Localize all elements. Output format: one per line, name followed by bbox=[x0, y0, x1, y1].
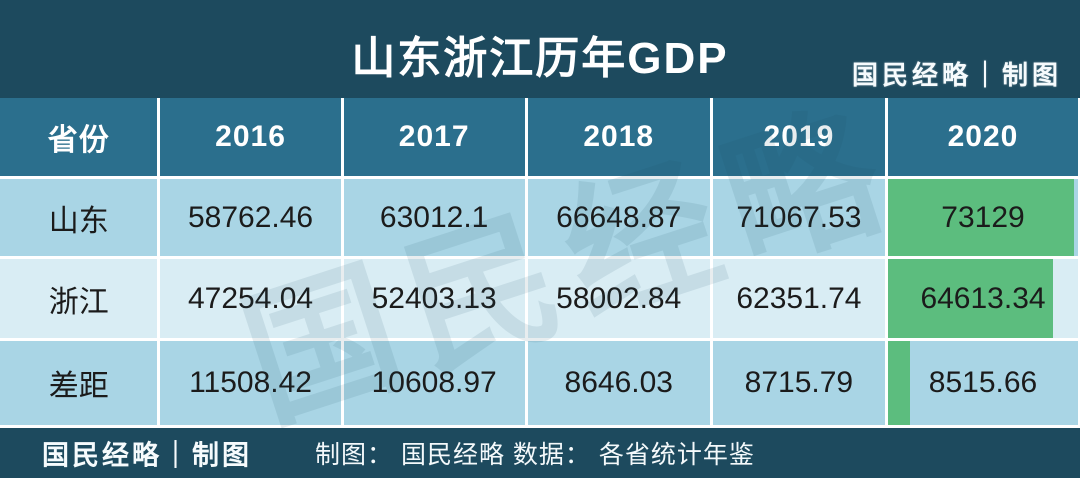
table-cell: 11508.42 bbox=[160, 341, 341, 425]
gdp-table: 省份 2016 2017 2018 2019 2020 山东 58762.46 … bbox=[0, 98, 1078, 425]
footer-bar: 国民经略｜制图 制图： 国民经略 数据： 各省统计年鉴 bbox=[0, 428, 1080, 478]
table-cell: 58762.46 bbox=[160, 179, 341, 256]
column-header-2017: 2017 bbox=[343, 98, 525, 176]
table-cell: 8646.03 bbox=[527, 341, 710, 425]
column-header-province: 省份 bbox=[0, 98, 158, 176]
table-cell: 8715.79 bbox=[712, 341, 886, 425]
cell-value: 8515.66 bbox=[928, 366, 1038, 399]
column-header-2016: 2016 bbox=[160, 98, 341, 176]
row-label-shandong: 山东 bbox=[0, 179, 158, 256]
green-databar bbox=[888, 259, 1053, 338]
column-header-2020: 2020 bbox=[888, 98, 1078, 176]
cell-value: 64613.34 bbox=[920, 281, 1046, 315]
table-cell: 71067.53 bbox=[712, 179, 886, 256]
table-cell-2020-gap: 8515.66 bbox=[888, 341, 1078, 425]
table-cell: 52403.13 bbox=[343, 259, 525, 338]
green-databar bbox=[888, 341, 910, 425]
row-label-zhejiang: 浙江 bbox=[0, 259, 158, 338]
row-label-gap: 差距 bbox=[0, 341, 158, 425]
top-right-credit: 国民经略｜制图 bbox=[851, 61, 1062, 91]
table-cell: 62351.74 bbox=[712, 259, 886, 338]
column-header-2019: 2019 bbox=[712, 98, 886, 176]
source-attribution: 制图： 国民经略 数据： 各省统计年鉴 bbox=[315, 441, 755, 469]
table-cell: 47254.04 bbox=[160, 259, 341, 338]
table-cell: 10608.97 bbox=[343, 341, 525, 425]
column-header-2018: 2018 bbox=[527, 98, 710, 176]
green-databar bbox=[888, 179, 1075, 256]
table-cell: 63012.1 bbox=[343, 179, 525, 256]
title-bar: 山东浙江历年GDP 国民经略｜制图 bbox=[0, 0, 1080, 98]
cell-value: 73129 bbox=[941, 200, 1025, 234]
table-cell: 58002.84 bbox=[527, 259, 710, 338]
page-title: 山东浙江历年GDP bbox=[351, 34, 729, 83]
table-cell: 66648.87 bbox=[527, 179, 710, 256]
table-cell-2020-shandong: 73129 bbox=[888, 179, 1078, 256]
bottom-left-credit: 国民经略｜制图 bbox=[42, 440, 252, 472]
table-cell-2020-zhejiang: 64613.34 bbox=[888, 259, 1078, 338]
